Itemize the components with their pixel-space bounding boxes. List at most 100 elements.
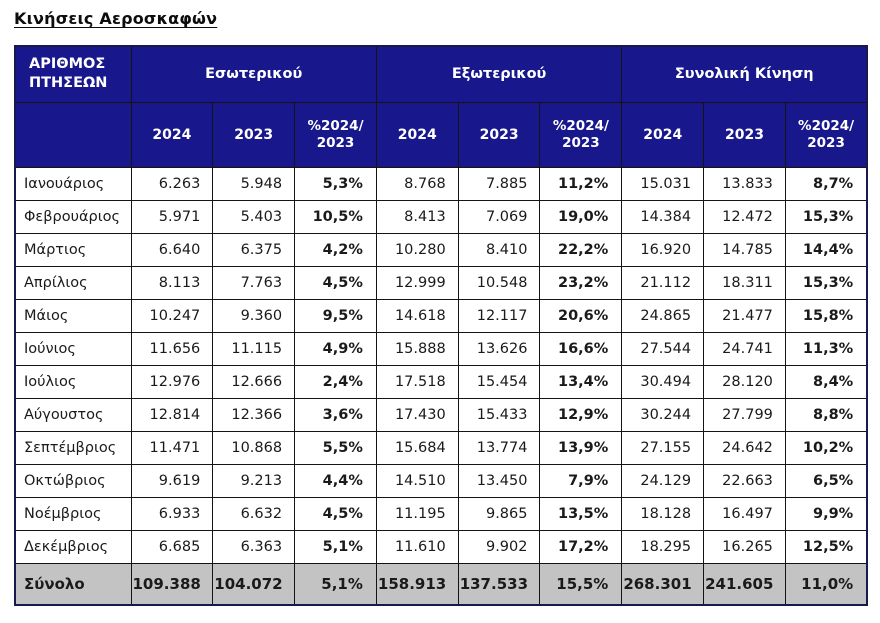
month-cell: Σεπτέμβριος [14,430,132,465]
total-international-2023: 137.533 [457,562,541,606]
percent-cell: 17,2% [539,529,623,564]
value-cell: 16.265 [703,529,786,564]
value-cell: 6.933 [130,496,214,531]
value-cell: 15.433 [457,397,541,432]
col-header-domestic-pct: %2024/ 2023 [294,101,377,168]
value-cell: 27.544 [621,331,705,366]
percent-cell: 13,4% [539,364,623,399]
value-cell: 8.413 [375,199,459,234]
value-cell: 7.069 [457,199,541,234]
percent-cell: 11,3% [784,331,868,366]
value-cell: 17.430 [375,397,459,432]
value-cell: 6.685 [130,529,214,564]
month-cell: Ιούνιος [14,331,132,366]
total-label: Σύνολο [14,562,132,606]
table-row: Μάιος 10.247 9.360 9,5% 14.618 12.117 20,6% 24.… [14,298,868,333]
percent-cell: 15,3% [784,265,868,300]
value-cell: 9.902 [457,529,541,564]
value-cell: 18.311 [703,265,786,300]
table-row: Ιούλιος 12.976 12.666 2,4% 17.518 15.454 13,4%… [14,364,868,399]
percent-cell: 9,9% [784,496,868,531]
value-cell: 5.403 [212,199,296,234]
table-row: Σεπτέμβριος 11.471 10.868 5,5% 15.684 13.774 1… [14,430,868,465]
value-cell: 16.497 [703,496,786,531]
value-cell: 8.768 [375,166,459,201]
percent-cell: 9,5% [294,298,377,333]
percent-cell: 5,3% [294,166,377,201]
table-row: Νοέμβριος 6.933 6.632 4,5% 11.195 9.865 13,5% 1… [14,496,868,531]
percent-cell: 19,0% [539,199,623,234]
value-cell: 22.663 [703,463,786,498]
total-international-2024: 158.913 [375,562,459,606]
percent-cell: 2,4% [294,364,377,399]
percent-cell: 13,9% [539,430,623,465]
table-body: Ιανουάριος 6.263 5.948 5,3% 8.768 7.885 11,2% 1… [14,166,868,564]
value-cell: 11.471 [130,430,214,465]
percent-cell: 14,4% [784,232,868,267]
month-cell: Μάιος [14,298,132,333]
value-cell: 21.112 [621,265,705,300]
value-cell: 12.999 [375,265,459,300]
value-cell: 13.626 [457,331,541,366]
percent-cell: 4,4% [294,463,377,498]
value-cell: 24.642 [703,430,786,465]
value-cell: 10.868 [212,430,296,465]
value-cell: 14.785 [703,232,786,267]
percent-cell: 5,1% [294,529,377,564]
value-cell: 27.799 [703,397,786,432]
col-header-international-2024: 2024 [375,101,459,168]
value-cell: 6.632 [212,496,296,531]
value-cell: 15.888 [375,331,459,366]
percent-cell: 8,7% [784,166,868,201]
value-cell: 13.833 [703,166,786,201]
total-overall-2024: 268.301 [621,562,705,606]
value-cell: 24.865 [621,298,705,333]
aircraft-movements-table: ΑΡΙΘΜΟΣ ΠΤΗΣΕΩΝ Εσωτερικού Εξωτερικού Συ… [14,45,869,606]
table-row: Δεκέμβριος 6.685 6.363 5,1% 11.610 9.902 17,2%… [14,529,868,564]
value-cell: 9.865 [457,496,541,531]
table-row: Ιούνιος 11.656 11.115 4,9% 15.888 13.626 16,6%… [14,331,868,366]
value-cell: 28.120 [703,364,786,399]
col-header-international-2023: 2023 [457,101,541,168]
total-international-pct: 15,5% [539,562,623,606]
value-cell: 8.410 [457,232,541,267]
value-cell: 11.656 [130,331,214,366]
value-cell: 24.741 [703,331,786,366]
value-cell: 24.129 [621,463,705,498]
value-cell: 14.510 [375,463,459,498]
total-domestic-pct: 5,1% [294,562,377,606]
value-cell: 7.885 [457,166,541,201]
value-cell: 11.195 [375,496,459,531]
percent-cell: 4,9% [294,331,377,366]
col-header-domestic-2023: 2023 [212,101,296,168]
page-title: Κινήσεις Αεροσκαφών [14,9,218,28]
table-row: Μάρτιος 6.640 6.375 4,2% 10.280 8.410 22,2% 16.… [14,232,868,267]
percent-cell: 6,5% [784,463,868,498]
col-header-international-pct: %2024/ 2023 [539,101,623,168]
month-cell: Ιούλιος [14,364,132,399]
percent-cell: 15,8% [784,298,868,333]
total-row: Σύνολο 109.388 104.072 5,1% 158.913 137.… [14,562,868,606]
value-cell: 10.548 [457,265,541,300]
group-header-total-traffic: Συνολική Κίνηση [621,45,868,103]
value-cell: 12.117 [457,298,541,333]
month-cell: Αύγουστος [14,397,132,432]
percent-cell: 16,6% [539,331,623,366]
value-cell: 6.263 [130,166,214,201]
value-cell: 9.360 [212,298,296,333]
value-cell: 18.128 [621,496,705,531]
table-row: Αύγουστος 12.814 12.366 3,6% 17.430 15.433 12,… [14,397,868,432]
value-cell: 10.280 [375,232,459,267]
month-cell: Φεβρουάριος [14,199,132,234]
percent-cell: 23,2% [539,265,623,300]
value-cell: 10.247 [130,298,214,333]
group-header-row: ΑΡΙΘΜΟΣ ΠΤΗΣΕΩΝ Εσωτερικού Εξωτερικού Συ… [14,45,868,103]
table-row: Ιανουάριος 6.263 5.948 5,3% 8.768 7.885 11,2% 1… [14,166,868,201]
value-cell: 27.155 [621,430,705,465]
table-footer: Σύνολο 109.388 104.072 5,1% 158.913 137.… [14,562,868,606]
percent-cell: 10,2% [784,430,868,465]
percent-cell: 5,5% [294,430,377,465]
percent-cell: 11,2% [539,166,623,201]
value-cell: 6.363 [212,529,296,564]
value-cell: 15.454 [457,364,541,399]
